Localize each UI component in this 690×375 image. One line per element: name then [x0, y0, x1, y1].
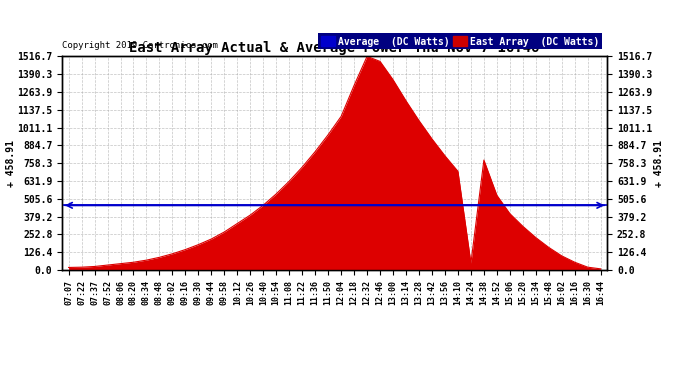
Title: East Array Actual & Average Power Thu Nov 7 16:46: East Array Actual & Average Power Thu No…	[130, 41, 540, 55]
Text: Copyright 2019 Cartronics.com: Copyright 2019 Cartronics.com	[62, 41, 218, 50]
Y-axis label: + 458.91: + 458.91	[6, 140, 16, 187]
Legend: Average  (DC Watts), East Array  (DC Watts): Average (DC Watts), East Array (DC Watts…	[317, 33, 602, 50]
Y-axis label: + 458.91: + 458.91	[653, 140, 664, 187]
